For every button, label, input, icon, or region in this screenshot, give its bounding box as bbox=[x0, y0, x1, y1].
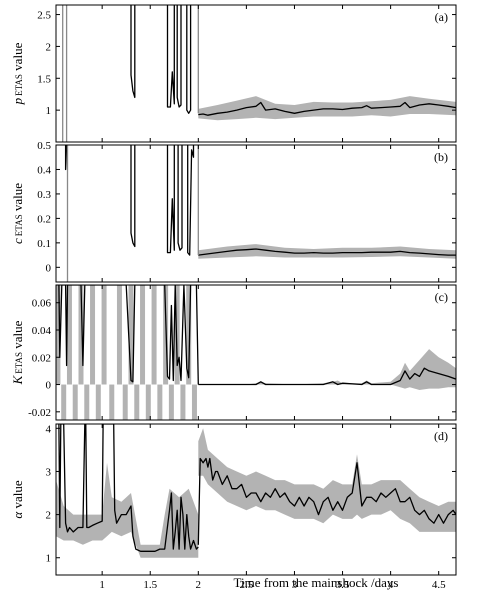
panel-a-series-line-1 bbox=[198, 101, 456, 116]
panel-d-y-tick-label: 4 bbox=[46, 423, 52, 435]
panel-a-y-tick-label: 2 bbox=[46, 41, 52, 53]
panel-b-label: (b) bbox=[434, 150, 448, 164]
panel-d-series-line-3 bbox=[197, 457, 456, 545]
panel-a-y-axis-suffix: value bbox=[10, 42, 25, 74]
x-tick-label: 2.5 bbox=[240, 579, 254, 591]
panel-c-y-axis-title: KETAS value bbox=[10, 320, 25, 385]
panel-c-confidence-band-0 bbox=[198, 349, 456, 390]
panel-c-series-line-1 bbox=[198, 367, 456, 386]
panel-b-y-axis-suffix: value bbox=[10, 183, 25, 215]
panel-d-series-line-2 bbox=[58, 424, 199, 552]
panel-a-label: (a) bbox=[435, 10, 448, 24]
panel-b-series-line-5 bbox=[166, 145, 175, 254]
x-tick-label: 2 bbox=[196, 579, 202, 591]
panel-c-y-axis-symbol: K bbox=[10, 374, 25, 385]
panel-a-series-line-6 bbox=[176, 5, 182, 108]
panel-a-series-line-4 bbox=[130, 5, 136, 99]
panel-d-y-axis-symbol: α bbox=[10, 511, 25, 519]
panel-b-confidence-band-0 bbox=[198, 244, 456, 259]
panel-c-y-tick-label: 0 bbox=[46, 380, 52, 392]
panel-c-label: (c) bbox=[435, 290, 448, 304]
x-tick-label: 1.5 bbox=[143, 579, 157, 591]
panel-a-confidence-band-0 bbox=[198, 96, 456, 121]
panel-b-series-line-2 bbox=[64, 145, 68, 171]
panel-b-y-axis-title: c ETAS value bbox=[10, 183, 25, 244]
panel-b-series-line-1 bbox=[198, 248, 456, 256]
panel-b-series-line-6 bbox=[177, 145, 183, 251]
panel-c-series-line-3 bbox=[58, 285, 199, 385]
panel-c-y-axis-subscript: ETAS bbox=[14, 352, 24, 374]
panel-a-y-axis-symbol: p bbox=[10, 97, 25, 105]
panel-b-y-tick-label: 0.1 bbox=[37, 238, 51, 250]
panel-c-y-tick-label: 0.04 bbox=[32, 325, 52, 337]
panel-c-frame bbox=[55, 284, 457, 421]
panel-c-y-tick-label: -0.02 bbox=[28, 407, 51, 419]
panel-c-plot bbox=[56, 285, 456, 420]
panel-d-y-tick-label: 2 bbox=[46, 510, 52, 522]
panel-d-label: (d) bbox=[434, 429, 448, 443]
panel-b-frame bbox=[55, 144, 457, 283]
panel-d-y-tick-label: 1 bbox=[46, 553, 52, 565]
panel-d-plot bbox=[56, 424, 456, 558]
panel-b-y-tick-label: 0 bbox=[46, 262, 52, 274]
panel-c-y-axis-suffix: value bbox=[10, 320, 25, 352]
panel-b-y-tick-label: 0.5 bbox=[37, 140, 51, 152]
panel-b-plot bbox=[64, 145, 456, 282]
x-tick-label: 3.5 bbox=[336, 579, 350, 591]
panel-d-y-tick-label: 3 bbox=[46, 466, 52, 478]
panel-d-confidence-band-0 bbox=[198, 428, 456, 532]
panel-d-y-axis-suffix: value bbox=[10, 480, 25, 512]
panel-a-y-axis-title: pETAS value bbox=[10, 42, 25, 105]
panel-b-series-line-4 bbox=[130, 145, 136, 248]
panel-b-series-line-7 bbox=[187, 145, 195, 256]
panel-b-y-tick-label: 0.4 bbox=[37, 164, 51, 176]
x-axis-title: Time from the mainshock /days bbox=[234, 575, 399, 590]
panel-b-y-tick-label: 0.2 bbox=[37, 213, 51, 225]
panel-a-series-line-5 bbox=[166, 5, 175, 108]
x-tick-label: 4.5 bbox=[432, 579, 446, 591]
panel-c-y-tick-label: 0.06 bbox=[32, 298, 52, 310]
panel-b-y-tick-label: 0.3 bbox=[37, 189, 51, 201]
panel-d-frame bbox=[55, 423, 457, 576]
panel-c-y-tick-label: 0.02 bbox=[32, 352, 51, 364]
panel-a-series-line-7 bbox=[186, 5, 192, 114]
panel-b-y-axis-symbol: c bbox=[10, 238, 25, 244]
panel-a-frame bbox=[55, 4, 457, 143]
x-tick-label: 4 bbox=[388, 579, 394, 591]
x-tick-label: 3 bbox=[292, 579, 298, 591]
panel-d-confidence-band-1 bbox=[56, 462, 199, 558]
panel-a-y-tick-label: 2.5 bbox=[37, 10, 51, 22]
panel-a-y-tick-label: 1.5 bbox=[37, 73, 51, 85]
panel-a-plot bbox=[62, 5, 456, 142]
panel-d-y-axis-title: α value bbox=[10, 480, 25, 518]
x-tick-label: 1 bbox=[99, 579, 105, 591]
panel-a-y-tick-label: 1 bbox=[46, 105, 52, 117]
panel-b-y-axis-subscript: ETAS bbox=[14, 214, 24, 236]
panel-a-y-axis-subscript: ETAS bbox=[14, 74, 24, 96]
